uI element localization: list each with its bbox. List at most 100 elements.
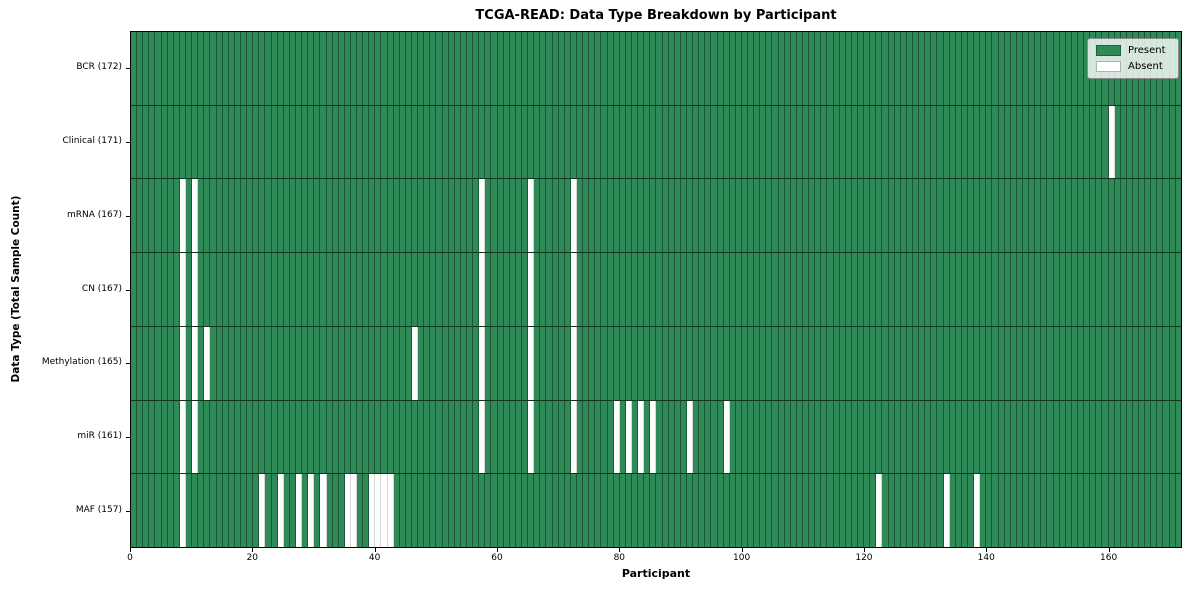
heatmap-cell-present [369, 326, 376, 400]
heatmap-cell-present [558, 32, 565, 105]
heatmap-cell-present [1084, 326, 1091, 400]
heatmap-cell-present [436, 474, 443, 548]
heatmap-cell-present [833, 253, 840, 326]
heatmap-cell-present [509, 105, 516, 179]
heatmap-cell-present [851, 253, 859, 326]
heatmap-cell-present [149, 253, 156, 326]
heatmap-cell-present [864, 179, 871, 253]
heatmap-cell-present [564, 179, 571, 253]
heatmap-cell-present [302, 179, 309, 253]
heatmap-cell-present [552, 400, 559, 474]
heatmap-cell-present [656, 400, 663, 474]
heatmap-cell-present [436, 179, 443, 253]
heatmap-cell-present [1157, 253, 1164, 326]
heatmap-cell-present [540, 105, 547, 179]
heatmap-cell-present [1053, 105, 1060, 179]
heatmap-cell-present [198, 400, 205, 474]
heatmap-cell-present [931, 105, 938, 179]
heatmap-cell-absent [650, 400, 657, 474]
legend-item-absent: Absent [1096, 61, 1170, 72]
heatmap-cell-present [900, 253, 907, 326]
heatmap-cell-present [803, 179, 810, 253]
heatmap-cell-present [143, 326, 150, 400]
heatmap-cell-present [143, 179, 150, 253]
heatmap-cell-present [583, 32, 590, 105]
heatmap-cell-present [430, 32, 437, 105]
heatmap-cell-present [1035, 474, 1042, 548]
heatmap-cell-present [943, 105, 950, 179]
heatmap-cell-present [161, 474, 168, 548]
heatmap-cell-present [308, 253, 315, 326]
heatmap-cell-present [656, 474, 663, 548]
heatmap-cell-present [387, 326, 394, 400]
heatmap-cell-present [974, 179, 981, 253]
heatmap-cell-present [784, 253, 791, 326]
heatmap-cell-present [815, 32, 822, 105]
heatmap-cell-present [222, 253, 229, 326]
heatmap-cell-present [1157, 400, 1164, 474]
heatmap-cell-present [302, 32, 309, 105]
heatmap-cell-absent [528, 179, 535, 253]
heatmap-cell-present [772, 400, 779, 474]
heatmap-cell-present [619, 179, 626, 253]
heatmap-cell-present [986, 400, 993, 474]
heatmap-cell-present [387, 179, 394, 253]
heatmap-cell-present [1108, 253, 1115, 326]
heatmap-cell-present [460, 400, 468, 474]
heatmap-cell-present [289, 179, 296, 253]
heatmap-cell-present [766, 474, 773, 548]
heatmap-cell-present [638, 105, 645, 179]
heatmap-cell-present [454, 179, 461, 253]
heatmap-cell-present [858, 253, 865, 326]
heatmap-cell-present [515, 253, 522, 326]
heatmap-cell-present [619, 474, 626, 548]
heatmap-cell-present [137, 474, 144, 548]
heatmap-cell-present [1157, 474, 1164, 548]
legend: Present Absent [1087, 38, 1179, 79]
heatmap-cell-present [949, 400, 956, 474]
heatmap-cell-present [283, 474, 290, 548]
heatmap-cell-present [149, 32, 156, 105]
heatmap-cell-present [467, 105, 474, 179]
heatmap-cell-present [430, 179, 437, 253]
heatmap-cell-absent [381, 474, 388, 548]
heatmap-cell-present [467, 474, 474, 548]
heatmap-cell-present [259, 179, 266, 253]
heatmap-cell-present [1163, 253, 1170, 326]
heatmap-cell-present [363, 474, 370, 548]
heatmap-cell-present [405, 179, 413, 253]
heatmap-cell-present [454, 105, 461, 179]
heatmap-cell-present [870, 326, 877, 400]
heatmap-cell-absent [192, 400, 199, 474]
heatmap-cell-present [418, 105, 425, 179]
heatmap-cell-present [155, 253, 162, 326]
heatmap-cell-absent [625, 400, 632, 474]
heatmap-cell-present [833, 474, 840, 548]
heatmap-cell-present [1108, 474, 1115, 548]
heatmap-cell-present [1010, 474, 1017, 548]
heatmap-cell-present [631, 326, 639, 400]
heatmap-cell-present [387, 400, 394, 474]
heatmap-cell-present [919, 105, 926, 179]
heatmap-cell-present [1041, 179, 1048, 253]
heatmap-cell-present [228, 400, 235, 474]
heatmap-cell-present [271, 474, 278, 548]
heatmap-cell-present [332, 105, 339, 179]
heatmap-cell-present [576, 474, 584, 548]
y-tick-mark [126, 363, 130, 365]
heatmap-cell-present [876, 32, 883, 105]
heatmap-cell-present [534, 326, 541, 400]
heatmap-cell-present [1163, 105, 1170, 179]
heatmap-cell-present [821, 400, 828, 474]
heatmap-cell-present [289, 474, 296, 548]
heatmap-cell-present [253, 474, 260, 548]
heatmap-cell-present [479, 105, 486, 179]
heatmap-cell-present [967, 326, 975, 400]
heatmap-cell-present [864, 32, 871, 105]
heatmap-cell-present [662, 105, 669, 179]
heatmap-cell-present [589, 105, 596, 179]
heatmap-cell-present [693, 400, 700, 474]
heatmap-cell-present [430, 253, 437, 326]
heatmap-cell-present [613, 32, 620, 105]
absent-swatch [1096, 61, 1121, 72]
